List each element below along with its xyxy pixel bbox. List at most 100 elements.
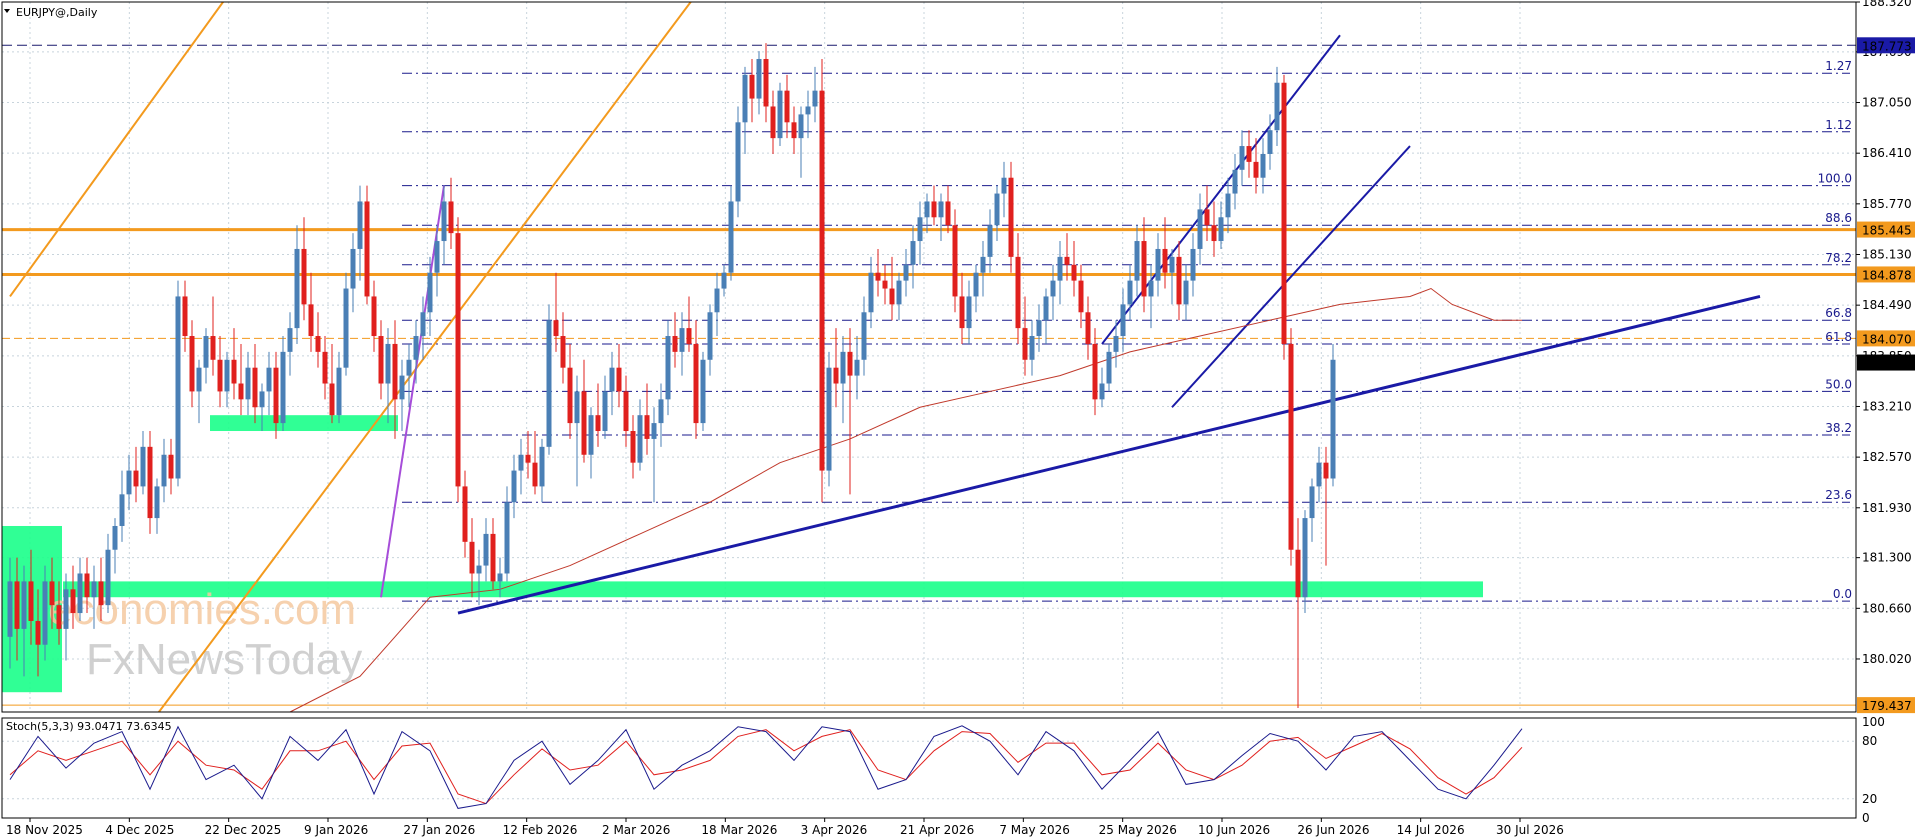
candle-body bbox=[70, 589, 76, 614]
price-tag-bg bbox=[1857, 354, 1915, 371]
x-tick-label: 9 Jan 2026 bbox=[304, 823, 368, 837]
trendline-orange-2 bbox=[157, 2, 692, 712]
candle-body bbox=[315, 336, 321, 352]
candle-body bbox=[959, 296, 965, 329]
candle-body bbox=[77, 573, 83, 614]
y-tick-label: 187.050 bbox=[1862, 96, 1912, 110]
candle-body bbox=[294, 248, 300, 329]
y-tick-label: 186.410 bbox=[1862, 146, 1912, 160]
candle-body bbox=[896, 280, 902, 305]
candle-body bbox=[714, 288, 720, 313]
candle-body bbox=[287, 328, 293, 352]
candle-body bbox=[518, 454, 524, 471]
candle-body bbox=[42, 581, 48, 645]
candle-body bbox=[504, 502, 510, 574]
candle-body bbox=[399, 375, 405, 400]
candle-body bbox=[434, 241, 440, 273]
candle-body bbox=[266, 367, 272, 392]
price-tag-bg bbox=[1857, 697, 1915, 714]
x-tick-label: 21 Apr 2026 bbox=[900, 823, 974, 837]
candle-body bbox=[1015, 256, 1021, 329]
candle-body bbox=[224, 359, 230, 392]
candle-body bbox=[378, 336, 384, 384]
trendlines bbox=[9, 2, 1761, 712]
support-zone bbox=[63, 581, 1483, 598]
fib-label: 1.12 bbox=[1825, 118, 1852, 132]
candle-body bbox=[329, 383, 335, 416]
price-tag-label: 183.765 bbox=[1862, 357, 1912, 371]
candle-body bbox=[602, 391, 608, 432]
dropdown-triangle-icon[interactable] bbox=[4, 9, 10, 13]
candle-body bbox=[1120, 304, 1126, 337]
candle-body bbox=[1323, 462, 1329, 479]
candle-body bbox=[413, 336, 419, 360]
candle-body bbox=[623, 391, 629, 432]
candle-body bbox=[889, 288, 895, 305]
price-tag-label: 179.437 bbox=[1862, 699, 1912, 713]
time-axis[interactable]: 18 Nov 2025 4 Dec 2025 22 Dec 2025 9 Jan 20… bbox=[6, 818, 1564, 837]
candle-body bbox=[245, 367, 251, 400]
x-tick-label: 22 Dec 2025 bbox=[205, 823, 282, 837]
stoch-tick-label: 20 bbox=[1862, 792, 1877, 806]
price-tag-bg bbox=[1857, 221, 1915, 238]
stoch-tick-label: 80 bbox=[1862, 734, 1877, 748]
candle-body bbox=[1092, 343, 1098, 400]
price-tag-bg bbox=[1857, 266, 1915, 283]
candle-body bbox=[462, 486, 468, 542]
candle-body bbox=[609, 367, 615, 392]
fib-label: 66.8 bbox=[1825, 306, 1852, 320]
candle-body bbox=[371, 296, 377, 337]
candle-body bbox=[1043, 296, 1049, 321]
candle-body bbox=[728, 201, 734, 273]
moving-average bbox=[289, 287, 1522, 713]
candle-body bbox=[84, 573, 90, 598]
candle-body bbox=[1253, 161, 1259, 178]
candle-body bbox=[441, 201, 447, 242]
candle-body bbox=[497, 573, 503, 582]
stoch-k-line bbox=[9, 725, 1523, 809]
fib-label: 23.6 bbox=[1825, 488, 1852, 502]
candle-body bbox=[735, 122, 741, 202]
candle-body bbox=[1302, 518, 1308, 598]
candle-body bbox=[672, 336, 678, 352]
candle-body bbox=[770, 106, 776, 139]
candle-body bbox=[154, 486, 160, 519]
candle-body bbox=[1232, 169, 1238, 194]
x-tick-label: 4 Dec 2025 bbox=[105, 823, 174, 837]
candle-body bbox=[840, 351, 846, 384]
candle-body bbox=[679, 328, 685, 352]
candle-body bbox=[721, 272, 727, 289]
candle-body bbox=[847, 351, 853, 376]
candle-body bbox=[665, 336, 671, 400]
trendline-orange-1 bbox=[9, 2, 225, 298]
chart-frames bbox=[1, 1, 1857, 819]
candle-body bbox=[560, 336, 566, 368]
candle-body bbox=[833, 367, 839, 384]
candle-body bbox=[189, 336, 195, 392]
horizontal-levels bbox=[2, 44, 1856, 706]
x-tick-label: 30 Jul 2026 bbox=[1496, 823, 1564, 837]
price-axis[interactable]: 188.320187.690187.050186.410185.770185.1… bbox=[1856, 0, 1912, 666]
candle-body bbox=[637, 415, 643, 463]
candle-body bbox=[819, 90, 825, 471]
candle-body bbox=[588, 415, 594, 455]
x-tick-label: 12 Feb 2026 bbox=[503, 823, 578, 837]
price-tag-label: 184.878 bbox=[1862, 268, 1912, 282]
candle-body bbox=[28, 581, 34, 621]
candle-body bbox=[875, 272, 881, 281]
candle-body bbox=[658, 399, 664, 424]
candle-body bbox=[1001, 177, 1007, 194]
fib-label: 50.0 bbox=[1825, 377, 1852, 391]
candle-body bbox=[259, 391, 265, 408]
candle-body bbox=[1211, 225, 1217, 242]
x-tick-label: 25 May 2026 bbox=[1099, 823, 1177, 837]
candle-body bbox=[1204, 209, 1210, 226]
support-zone bbox=[210, 415, 398, 432]
candle-body bbox=[182, 296, 188, 337]
candle-body bbox=[763, 58, 769, 107]
price-tags: 187.773 185.445 184.878 184.070 183.765 179.4… bbox=[1857, 37, 1915, 714]
candle-body bbox=[1218, 217, 1224, 242]
trendline-purple bbox=[380, 185, 445, 598]
candle-body bbox=[532, 462, 538, 487]
